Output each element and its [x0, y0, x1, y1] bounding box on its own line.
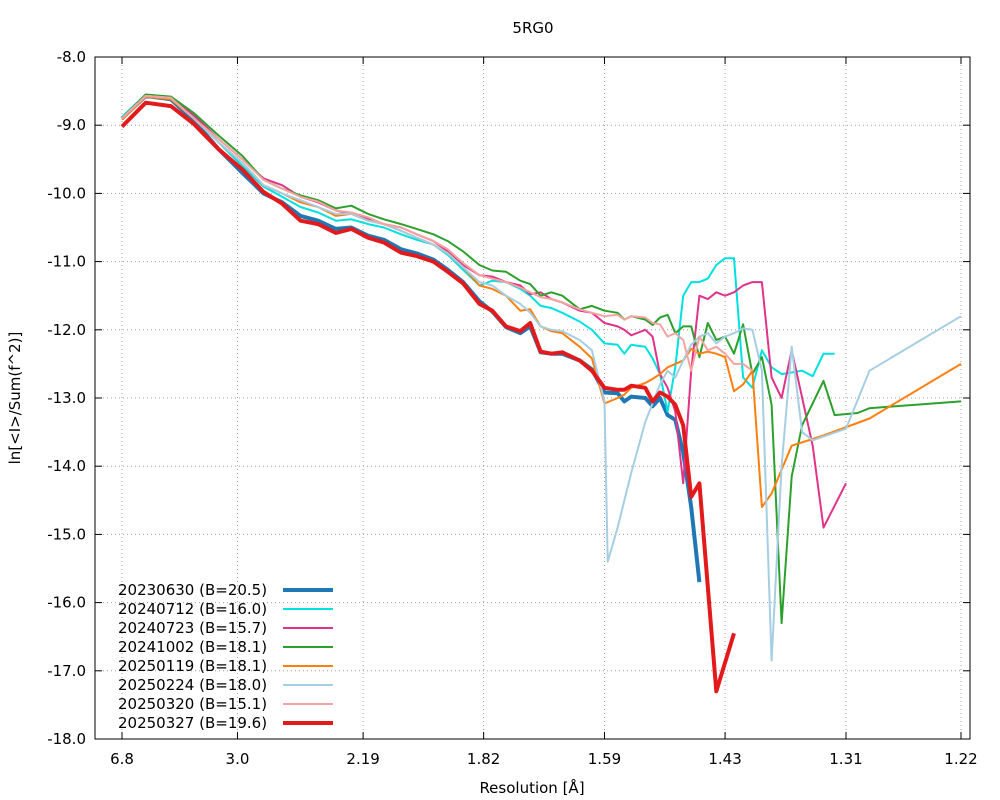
- x-tick-label: 1.59: [588, 750, 621, 768]
- y-tick-label: -13.0: [47, 389, 86, 407]
- y-tick-label: -14.0: [47, 457, 86, 475]
- series-line-2: [121, 93, 835, 413]
- x-tick-label: 1.82: [467, 750, 500, 768]
- series-line-8: [120, 100, 736, 694]
- y-tick-label: -15.0: [47, 525, 86, 543]
- y-tick-label: -8.0: [57, 48, 86, 66]
- chart-title: 5RG0: [512, 19, 553, 37]
- y-tick-label: -17.0: [47, 662, 86, 680]
- y-tick-label: -18.0: [47, 730, 86, 748]
- tick-layer: 6.8 3.0 2.19 1.82 1.59 1.43 1.31 1.22 -8.0 -9.0 -1…: [47, 48, 978, 768]
- legend-label: 20241002 (B=18.1): [118, 638, 267, 656]
- legend-label: 20240723 (B=15.7): [118, 619, 267, 637]
- x-tick-label: 1.43: [708, 750, 741, 768]
- x-tick-label: 1.22: [944, 750, 977, 768]
- legend-label: 20250119 (B=18.1): [118, 657, 267, 675]
- x-axis-title: Resolution [Å]: [479, 778, 584, 797]
- y-tick-label: -9.0: [57, 116, 86, 134]
- y-axis-title: ln[<I>/Sum(f^2)]: [6, 332, 24, 465]
- x-tick-label: 2.19: [346, 750, 379, 768]
- legend-label: 20250320 (B=15.1): [118, 695, 267, 713]
- series-line-4: [121, 93, 962, 625]
- legend-label: 20250224 (B=18.0): [118, 676, 267, 694]
- series-layer: [120, 93, 962, 694]
- y-tick-label: -11.0: [47, 253, 86, 271]
- series-line-7: [121, 94, 753, 372]
- legend-label: 20230630 (B=20.5): [118, 581, 267, 599]
- legend: 20230630 (B=20.5)20240712 (B=16.0)202407…: [118, 581, 333, 732]
- y-tick-label: -12.0: [47, 321, 86, 339]
- legend-label: 20240712 (B=16.0): [118, 600, 267, 618]
- legend-label: 20250327 (B=19.6): [118, 714, 267, 732]
- x-tick-label: 3.0: [226, 750, 250, 768]
- y-tick-label: -10.0: [47, 184, 86, 202]
- x-tick-label: 6.8: [110, 750, 134, 768]
- y-tick-label: -16.0: [47, 594, 86, 612]
- x-tick-label: 1.31: [829, 750, 862, 768]
- series-line-6: [121, 94, 962, 662]
